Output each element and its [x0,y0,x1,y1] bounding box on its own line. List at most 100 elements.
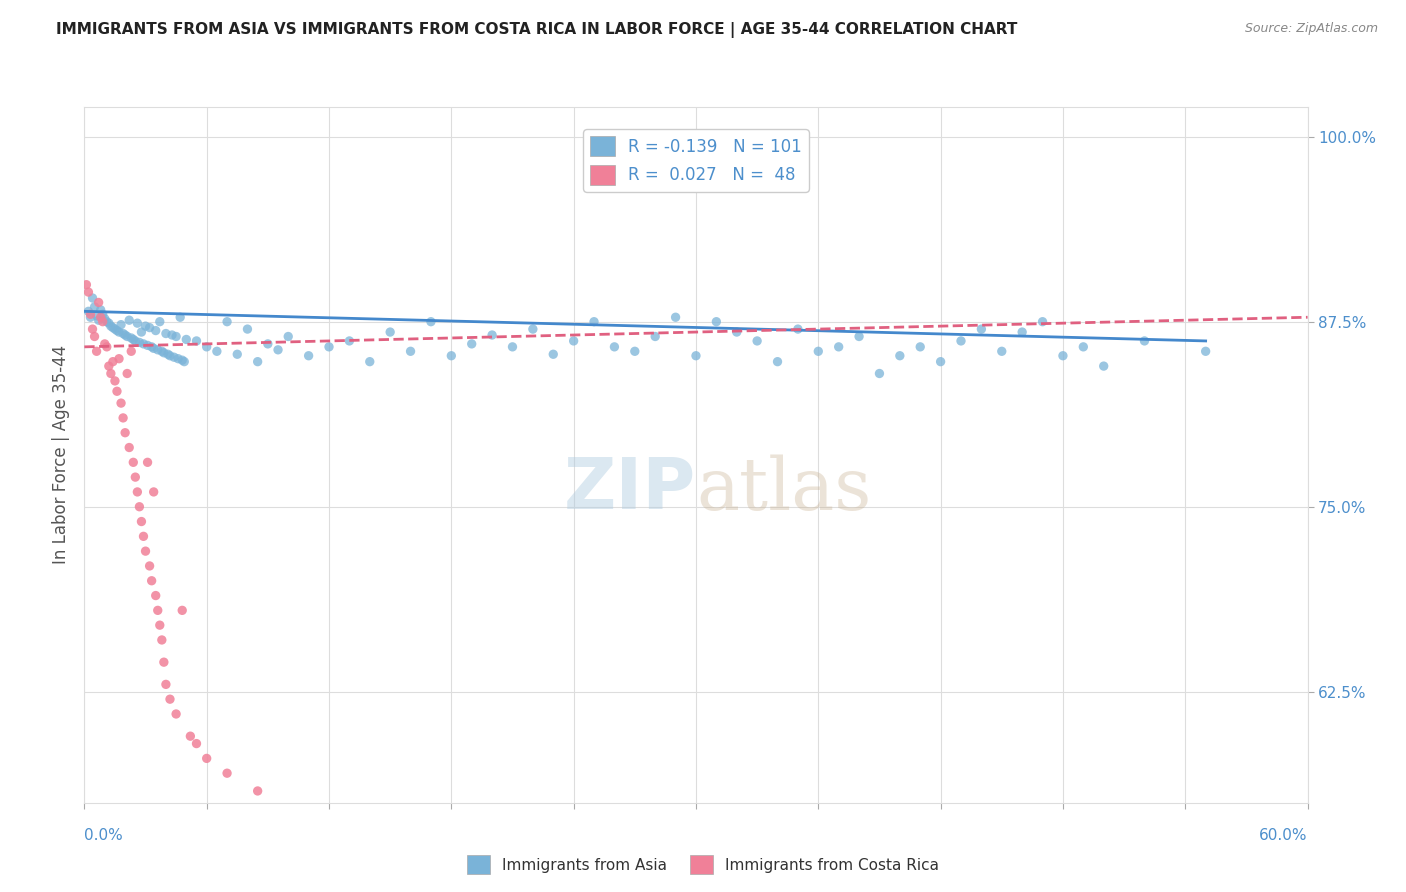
Point [101,354,124,368]
Point [112,411,135,425]
Point [100,319,122,334]
Point [1092,359,1115,373]
Point [159,349,181,363]
Point [155,326,177,341]
Point [108,351,131,366]
Point [339,334,360,348]
Point [501,340,523,354]
Point [195,751,218,765]
Point [127,316,149,330]
Point [90,302,112,317]
Point [205,344,228,359]
Legend: R = -0.139   N = 101, R =  0.027   N =  48: R = -0.139 N = 101, R = 0.027 N = 48 [583,129,808,192]
Point [105,324,128,338]
Point [440,349,463,363]
Text: Source: ZipAtlas.com: Source: ZipAtlas.com [1244,22,1378,36]
Point [79,310,101,325]
Point [543,347,565,361]
Point [149,618,172,632]
Point [603,340,626,354]
Point [277,329,299,343]
Point [226,347,249,361]
Y-axis label: In Labor Force | Age 35-44: In Labor Force | Age 35-44 [52,345,70,565]
Point [110,396,132,410]
Point [138,558,160,573]
Point [91,307,114,321]
Point [160,328,183,343]
Point [110,318,132,332]
Point [86,344,108,359]
Point [929,354,952,368]
Point [136,338,159,352]
Point [156,347,179,361]
Point [150,344,173,359]
Point [115,329,138,343]
Point [522,322,544,336]
Point [153,655,176,669]
Point [128,500,150,514]
Point [145,324,167,338]
Point [155,677,177,691]
Point [236,322,259,336]
Point [970,322,993,336]
Point [167,351,190,366]
Text: ZIP: ZIP [564,455,696,524]
Point [186,737,208,751]
Point [82,291,104,305]
Legend: Immigrants from Asia, Immigrants from Costa Rica: Immigrants from Asia, Immigrants from Co… [461,849,945,880]
Text: atlas: atlas [696,454,872,525]
Point [869,367,891,381]
Point [644,329,666,343]
Point [118,313,141,327]
Point [114,328,136,343]
Point [141,340,163,354]
Point [1032,315,1054,329]
Point [118,441,141,455]
Point [124,334,146,348]
Point [246,354,269,368]
Point [77,304,100,318]
Point [159,692,181,706]
Point [135,544,157,558]
Point [132,529,155,543]
Point [142,342,165,356]
Point [257,337,280,351]
Point [96,315,118,329]
Point [146,343,169,357]
Point [685,349,707,363]
Point [704,315,728,329]
Point [104,322,127,336]
Point [108,325,131,339]
Point [399,344,422,359]
Point [122,455,145,469]
Point [131,515,153,529]
Point [298,349,321,363]
Point [97,316,120,330]
Point [725,325,748,339]
Point [120,344,142,359]
Point [132,337,155,351]
Point [461,337,484,351]
Point [380,325,402,339]
Point [827,340,849,354]
Point [747,334,769,348]
Point [101,320,124,334]
Point [141,574,163,588]
Point [135,319,157,334]
Point [138,320,160,334]
Point [950,334,973,348]
Point [90,310,112,325]
Point [75,277,97,292]
Point [848,329,870,343]
Point [149,315,172,329]
Point [174,333,197,347]
Point [153,345,176,359]
Point [318,340,340,354]
Point [120,331,142,345]
Text: 0.0%: 0.0% [84,828,124,843]
Point [83,300,105,314]
Point [112,326,135,341]
Point [87,313,110,327]
Point [114,425,136,440]
Point [83,329,105,343]
